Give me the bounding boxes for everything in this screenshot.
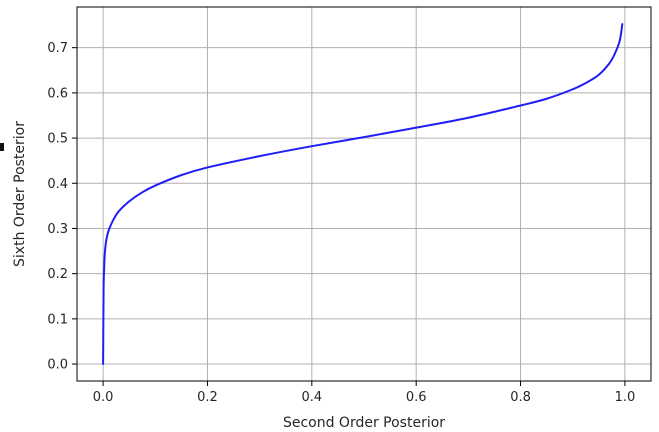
y-axis-label: Sixth Order Posterior <box>12 121 28 267</box>
x-tick-label: 0.8 <box>510 390 531 405</box>
x-tick-label: 0.6 <box>406 390 427 405</box>
y-tick-label: 0.1 <box>47 312 68 327</box>
y-tick-label: 0.0 <box>47 358 68 373</box>
y-tick-label: 0.6 <box>47 86 68 101</box>
x-axis: 0.0 0.2 0.4 0.6 0.8 1.0 <box>93 381 636 405</box>
edge-mark <box>0 143 4 151</box>
x-axis-label: Second Order Posterior <box>283 415 445 431</box>
x-tick-label: 1.0 <box>615 390 636 405</box>
y-tick-label: 0.2 <box>47 267 68 282</box>
y-axis: 0.0 0.1 0.2 0.3 0.4 0.5 0.6 0.7 <box>47 41 77 373</box>
x-tick-label: 0.4 <box>301 390 322 405</box>
plot-frame <box>76 6 652 382</box>
grid <box>77 7 651 381</box>
y-tick-label: 0.7 <box>47 41 68 56</box>
y-tick-label: 0.3 <box>47 222 68 237</box>
series-line <box>102 23 624 366</box>
x-tick-label: 0.0 <box>93 390 114 405</box>
y-tick-label: 0.5 <box>47 132 68 147</box>
x-tick-label: 0.2 <box>197 390 218 405</box>
series-layer <box>102 23 624 366</box>
y-tick-label: 0.4 <box>47 177 68 192</box>
